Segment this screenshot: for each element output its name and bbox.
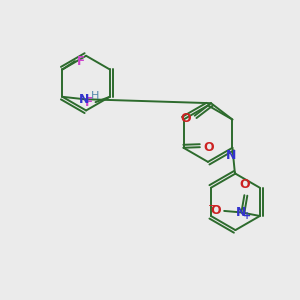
Text: N: N [79, 93, 89, 106]
Text: F: F [77, 55, 85, 68]
Text: N: N [236, 206, 247, 219]
Text: −: − [208, 201, 218, 211]
Text: +: + [243, 211, 251, 221]
Text: F: F [85, 96, 93, 109]
Text: O: O [239, 178, 250, 191]
Text: O: O [181, 112, 191, 124]
Text: O: O [203, 141, 214, 154]
Text: N: N [226, 149, 236, 162]
Text: H: H [91, 91, 99, 100]
Text: O: O [210, 204, 220, 218]
